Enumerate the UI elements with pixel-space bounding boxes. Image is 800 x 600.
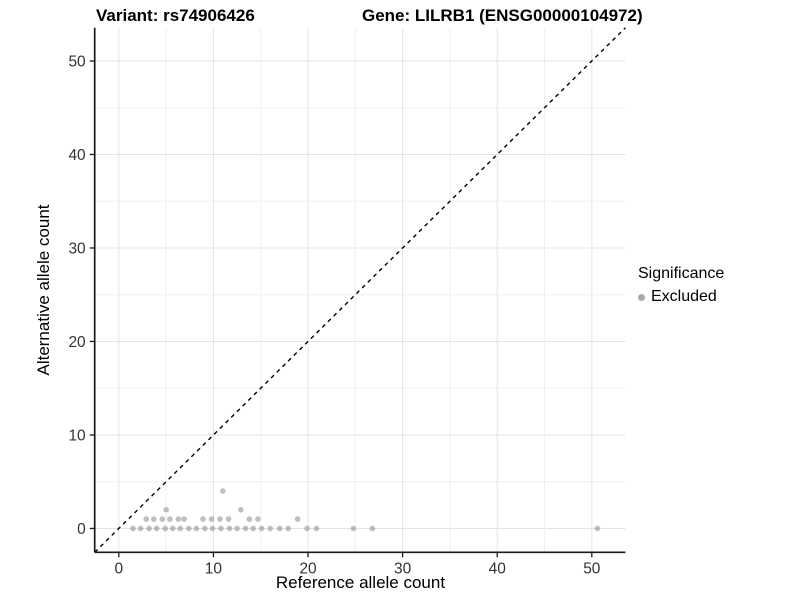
- data-point: [163, 506, 169, 513]
- data-point: [242, 525, 249, 532]
- y-tick-label: 50: [68, 53, 86, 70]
- x-tick-label: 0: [115, 560, 124, 577]
- data-point: [151, 516, 157, 522]
- data-point: [208, 516, 215, 522]
- data-point: [255, 516, 261, 522]
- data-point: [350, 525, 357, 532]
- data-point: [177, 525, 184, 532]
- y-tick-label: 30: [68, 240, 86, 257]
- data-point: [162, 525, 168, 532]
- y-axis-title: Alternative allele count: [34, 204, 53, 376]
- data-point: [169, 525, 176, 532]
- x-tick-label: 30: [394, 560, 412, 577]
- legend-item-label: Excluded: [651, 288, 717, 305]
- data-point: [202, 525, 208, 532]
- data-point: [153, 525, 160, 532]
- data-point: [234, 525, 240, 532]
- data-point: [146, 525, 152, 532]
- data-point: [285, 525, 291, 532]
- data-point: [175, 516, 182, 522]
- data-point: [294, 516, 301, 522]
- data-point: [369, 525, 376, 532]
- y-tick-label: 20: [68, 334, 86, 351]
- data-point: [220, 488, 226, 494]
- plot-title-variant: Variant: rs74906426: [96, 6, 255, 25]
- data-point: [246, 516, 253, 522]
- data-point: [258, 525, 265, 532]
- x-tick-label: 20: [299, 560, 317, 577]
- data-point: [225, 516, 232, 522]
- plot-title-gene: Gene: LILRB1 (ENSG00000104972): [362, 6, 643, 25]
- x-tick-label: 40: [489, 560, 507, 577]
- y-tick-label: 0: [77, 521, 86, 538]
- identity-line: [94, 27, 626, 553]
- y-tick-label: 40: [68, 147, 86, 164]
- x-tick-label: 10: [205, 560, 223, 577]
- data-point: [217, 516, 223, 522]
- data-point: [167, 516, 173, 522]
- data-point: [143, 516, 150, 522]
- legend-title: Significance: [638, 265, 725, 282]
- data-point: [238, 506, 244, 513]
- legend-item-excluded: Excluded: [638, 288, 724, 306]
- data-point: [159, 516, 166, 522]
- x-tick-label: 50: [583, 560, 601, 577]
- data-point: [200, 516, 206, 522]
- data-point: [218, 525, 224, 532]
- data-point: [181, 516, 187, 522]
- data-point: [226, 525, 233, 532]
- x-axis-title: Reference allele count: [275, 573, 446, 592]
- data-point: [313, 525, 320, 532]
- data-point: [250, 525, 256, 532]
- y-tick-label: 10: [68, 427, 86, 444]
- excluded-point-swatch-icon: [638, 293, 645, 301]
- data-point: [193, 525, 200, 532]
- data-point: [304, 525, 310, 532]
- data-point: [267, 525, 273, 532]
- data-point: [209, 525, 216, 532]
- data-point: [130, 525, 136, 532]
- data-point: [186, 525, 192, 532]
- legend: Significance Excluded: [638, 265, 724, 306]
- data-point: [276, 525, 283, 532]
- data-point: [137, 525, 144, 532]
- data-point: [594, 525, 601, 532]
